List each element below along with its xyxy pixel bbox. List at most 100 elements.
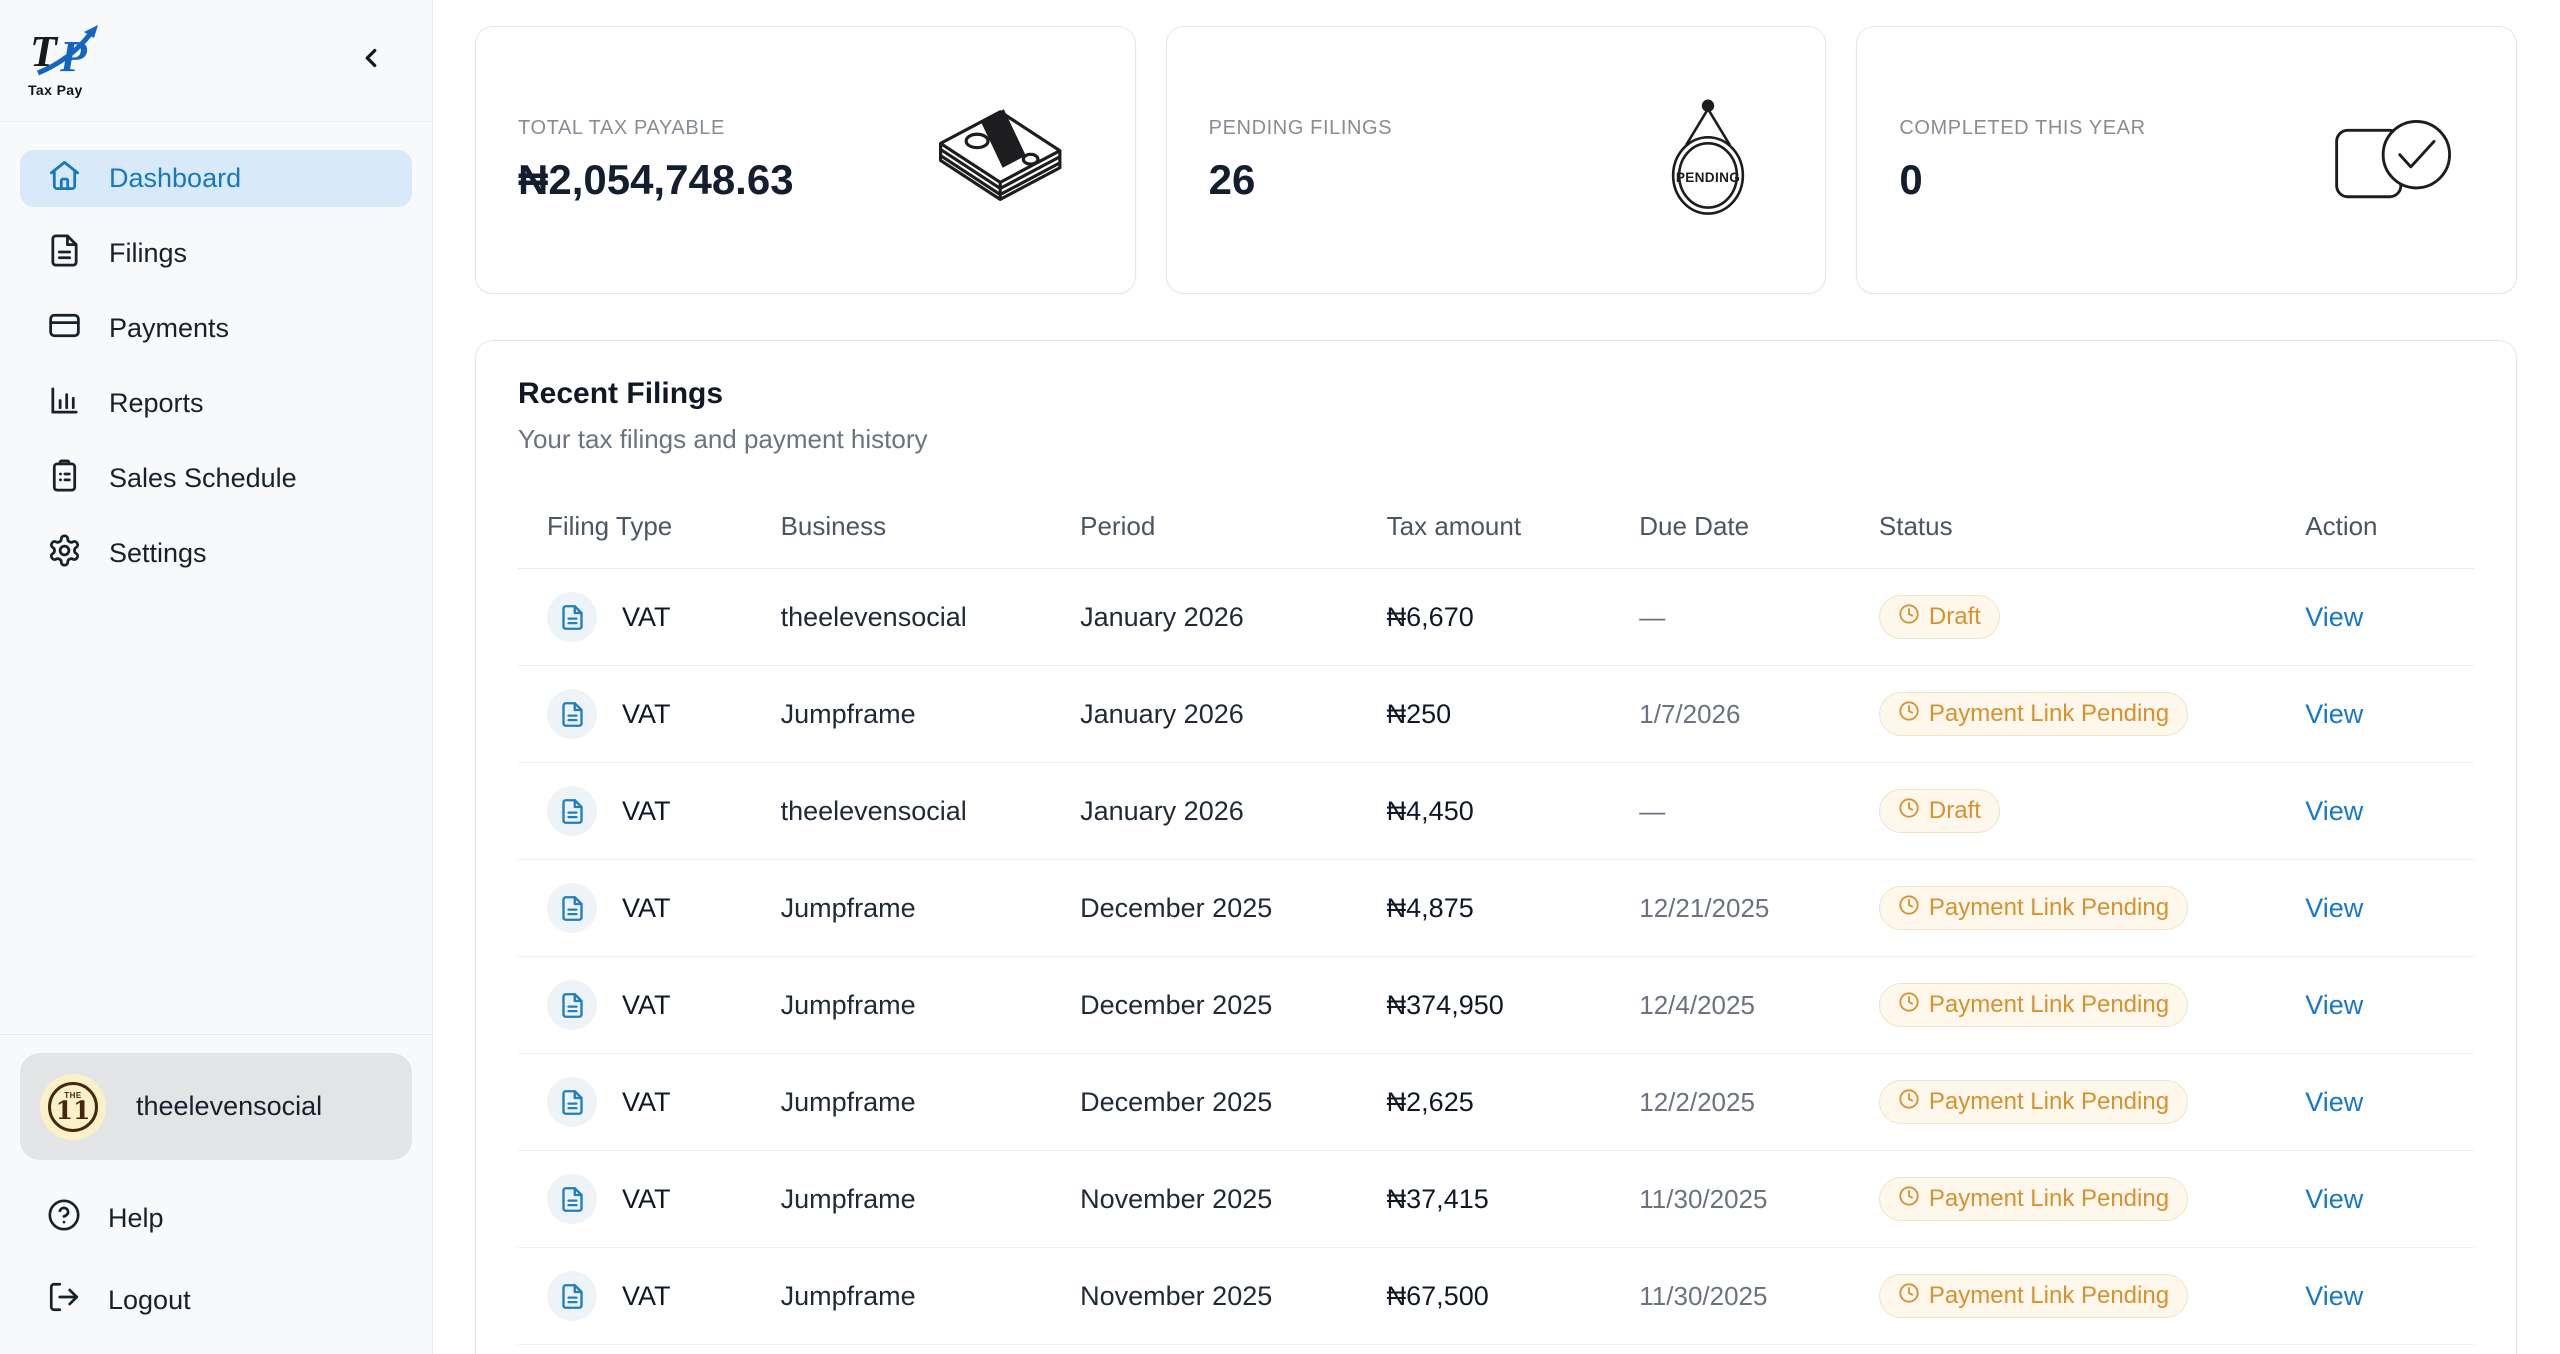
stat-cards-row: TOTAL TAX PAYABLE ₦2,054,748.63 PENDING xyxy=(475,26,2518,294)
status-badge: Draft xyxy=(1878,789,2000,833)
pending-tag-icon: PENDING xyxy=(1653,97,1763,224)
column-header-due-date: Due Date xyxy=(1639,511,1750,541)
user-name: theelevensocial xyxy=(136,1091,323,1121)
filing-type-cell: VAT xyxy=(518,883,781,933)
credit-card-icon xyxy=(47,308,82,350)
filing-type-cell: VAT xyxy=(518,1271,781,1321)
logout-icon xyxy=(47,1280,81,1321)
status-cell: Payment Link Pending xyxy=(1878,886,2305,930)
business-cell: theelevensocial xyxy=(780,795,967,826)
stat-card-completed-this-year: COMPLETED THIS YEAR 0 xyxy=(1856,26,2518,294)
view-link[interactable]: View xyxy=(2305,1086,2364,1117)
help-button[interactable]: Help xyxy=(0,1190,432,1247)
due-date-cell: 12/2/2025 xyxy=(1639,1086,1755,1117)
stat-value: 26 xyxy=(1208,155,1256,203)
sidebar-item-sales-schedule[interactable]: Sales Schedule xyxy=(20,450,412,507)
stat-card-total-tax-payable: TOTAL TAX PAYABLE ₦2,054,748.63 xyxy=(475,26,1136,294)
period-cell: December 2025 xyxy=(1080,989,1273,1020)
tax-amount-cell: ₦67,500 xyxy=(1386,1280,1489,1311)
due-date-cell: — xyxy=(1639,795,1666,826)
help-label: Help xyxy=(108,1203,164,1233)
due-date-cell: 11/30/2025 xyxy=(1639,1183,1768,1214)
filing-type-cell: VAT xyxy=(518,1174,781,1224)
sidebar-footer: THE 11 theelevensocial Help Logout xyxy=(0,1034,432,1354)
status-badge-label: Payment Link Pending xyxy=(1928,894,2170,921)
status-badge-label: Draft xyxy=(1928,603,1981,630)
recent-filings-subtitle: Your tax filings and payment history xyxy=(518,424,928,454)
table-row: VAT Jumpframe November 2025 ₦37,415 11/3… xyxy=(518,1151,2474,1248)
completed-check-icon xyxy=(2330,108,2454,213)
clipboard-list-icon xyxy=(47,458,82,500)
view-link[interactable]: View xyxy=(2305,1183,2364,1214)
home-icon xyxy=(47,158,82,200)
filings-table-body: VAT theelevensocial January 2026 ₦6,670 … xyxy=(518,569,2474,1345)
filing-type-cell: VAT xyxy=(518,980,781,1030)
filing-type-cell: VAT xyxy=(518,786,781,836)
status-cell: Payment Link Pending xyxy=(1878,983,2305,1027)
status-badge: Payment Link Pending xyxy=(1878,886,2189,930)
status-badge: Payment Link Pending xyxy=(1878,692,2189,736)
sidebar-divider xyxy=(0,1034,432,1035)
status-cell: Payment Link Pending xyxy=(1878,1080,2305,1124)
avatar-text-top: THE xyxy=(64,1090,82,1100)
view-link[interactable]: View xyxy=(2305,1280,2364,1311)
column-header-status: Status xyxy=(1878,511,1953,541)
business-cell: Jumpframe xyxy=(780,1183,916,1214)
view-link[interactable]: View xyxy=(2305,601,2364,632)
business-cell: theelevensocial xyxy=(780,601,967,632)
tax-amount-cell: ₦37,415 xyxy=(1386,1183,1489,1214)
filing-file-icon xyxy=(547,1271,597,1321)
recent-filings-card: Recent Filings Your tax filings and paym… xyxy=(475,340,2517,1354)
filing-file-icon xyxy=(547,1077,597,1127)
table-row: VAT Jumpframe December 2025 ₦374,950 12/… xyxy=(518,957,2474,1054)
chevron-left-icon xyxy=(356,43,386,78)
clock-icon xyxy=(1898,991,1920,1020)
sidebar-header: T P Tax Pay xyxy=(0,0,432,122)
filing-type-label: VAT xyxy=(622,1280,671,1311)
sidebar-item-filings[interactable]: Filings xyxy=(20,225,412,282)
sidebar-item-settings[interactable]: Settings xyxy=(20,525,412,582)
help-circle-icon xyxy=(47,1198,81,1239)
view-link[interactable]: View xyxy=(2305,698,2364,729)
table-row: VAT Jumpframe December 2025 ₦4,875 12/21… xyxy=(518,860,2474,957)
business-cell: Jumpframe xyxy=(780,1280,916,1311)
sidebar-item-label: Dashboard xyxy=(109,163,242,193)
filing-file-icon xyxy=(547,980,597,1030)
clock-icon xyxy=(1898,1282,1920,1311)
sidebar-item-label: Reports xyxy=(109,388,204,418)
sidebar-item-dashboard[interactable]: Dashboard xyxy=(20,150,412,207)
filing-file-icon xyxy=(547,1174,597,1224)
tax-amount-cell: ₦4,875 xyxy=(1386,892,1474,923)
sidebar-item-payments[interactable]: Payments xyxy=(20,300,412,357)
column-header-filing-type: Filing Type xyxy=(547,511,673,541)
column-header-action: Action xyxy=(2305,511,2378,541)
business-cell: Jumpframe xyxy=(780,892,916,923)
view-link[interactable]: View xyxy=(2305,989,2364,1020)
filing-type-label: VAT xyxy=(622,892,671,923)
clock-icon xyxy=(1898,700,1920,729)
view-link[interactable]: View xyxy=(2305,795,2364,826)
sidebar-item-reports[interactable]: Reports xyxy=(20,375,412,432)
filing-type-label: VAT xyxy=(622,795,671,826)
period-cell: January 2026 xyxy=(1080,601,1244,632)
sidebar-item-label: Filings xyxy=(109,238,188,268)
filings-table-header: Filing Type Business Period Tax amount D… xyxy=(518,511,2474,569)
due-date-cell: 12/4/2025 xyxy=(1639,989,1755,1020)
period-cell: December 2025 xyxy=(1080,892,1273,923)
sidebar-collapse-button[interactable] xyxy=(348,38,394,84)
status-badge: Draft xyxy=(1878,595,2000,639)
table-row: VAT theelevensocial January 2026 ₦6,670 … xyxy=(518,569,2474,666)
period-cell: January 2026 xyxy=(1080,698,1244,729)
avatar: THE 11 xyxy=(40,1073,106,1140)
filing-file-icon xyxy=(547,592,597,642)
status-cell: Payment Link Pending xyxy=(1878,1274,2305,1318)
user-account-chip[interactable]: THE 11 theelevensocial xyxy=(20,1053,412,1160)
column-header-tax-amount: Tax amount xyxy=(1386,511,1522,541)
taxpay-logo-icon: T P xyxy=(28,24,112,81)
logout-button[interactable]: Logout xyxy=(0,1272,432,1329)
column-header-business: Business xyxy=(780,511,887,541)
gear-icon xyxy=(47,533,82,575)
filing-file-icon xyxy=(547,883,597,933)
status-badge: Payment Link Pending xyxy=(1878,983,2189,1027)
view-link[interactable]: View xyxy=(2305,892,2364,923)
